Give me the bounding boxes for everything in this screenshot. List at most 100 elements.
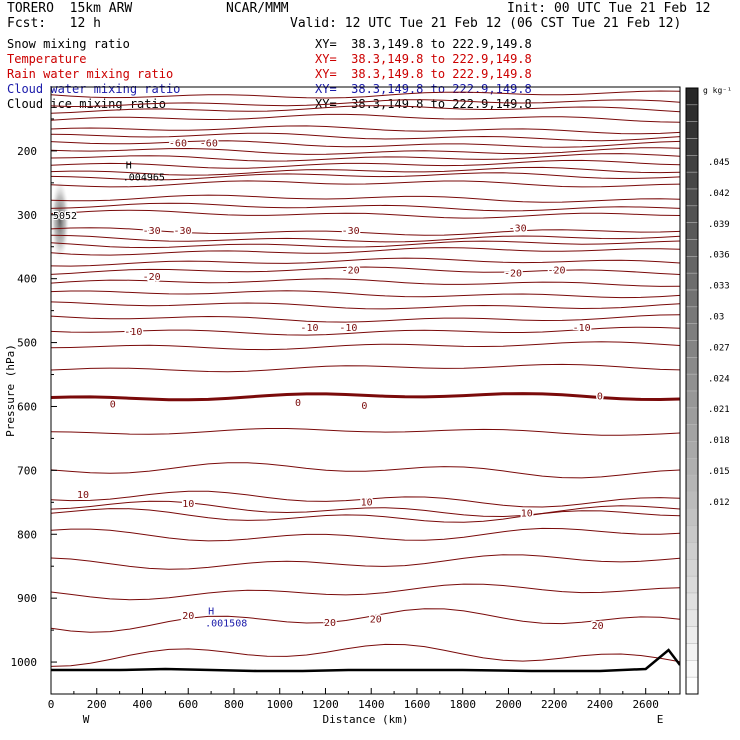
colorbar-cell bbox=[685, 155, 699, 173]
colorbar-cell bbox=[685, 609, 699, 627]
legend-label-snow: Snow mixing ratio bbox=[7, 37, 130, 51]
isotherm-label: 0 bbox=[597, 392, 603, 403]
model-title: TORERO 15km ARW bbox=[7, 1, 133, 16]
y-tick-label: 600 bbox=[17, 400, 37, 413]
x-tick-label: 1200 bbox=[312, 698, 339, 711]
colorbar-cell bbox=[685, 289, 699, 308]
legend-label-cloud-ice: Cloud ice mixing ratio bbox=[7, 97, 166, 111]
isotherm-line bbox=[51, 508, 680, 523]
isotherm-label: -10 bbox=[124, 327, 142, 338]
colorbar-cell bbox=[685, 171, 699, 190]
colorbar-cell bbox=[685, 407, 699, 425]
x-tick-label: 0 bbox=[48, 698, 55, 711]
colorbar-cell bbox=[685, 306, 699, 324]
isotherm-label: 20 bbox=[592, 621, 604, 632]
isotherm-line bbox=[51, 172, 680, 181]
isotherm-line bbox=[51, 643, 680, 667]
y-tick-label: 800 bbox=[17, 528, 37, 541]
isotherm-line bbox=[51, 341, 680, 351]
forecast-hour: Fcst: 12 h bbox=[7, 16, 101, 31]
isotherm-line bbox=[51, 500, 680, 518]
terrain-line bbox=[51, 648, 680, 673]
colorbar-unit: g kg⁻¹ bbox=[703, 86, 732, 95]
isotherm-line bbox=[51, 583, 680, 601]
x-tick-label: 2600 bbox=[632, 698, 659, 711]
plot-frame bbox=[50, 86, 681, 695]
x-end-right: E bbox=[657, 713, 664, 726]
colorbar-cell bbox=[685, 104, 699, 122]
snow-shading bbox=[51, 180, 69, 260]
colorbar-cell bbox=[685, 508, 699, 526]
x-axis-label: Distance (km) bbox=[322, 713, 408, 726]
colorbar-tick-label: .018 bbox=[708, 436, 730, 446]
colorbar-cell bbox=[685, 676, 699, 695]
colorbar-cell bbox=[685, 458, 699, 476]
colorbar-tick-label: .03 bbox=[708, 313, 724, 323]
isotherm-line bbox=[51, 527, 680, 542]
colorbar-cell bbox=[685, 239, 699, 257]
isotherm-line bbox=[51, 227, 680, 236]
isotherm-line bbox=[51, 462, 680, 479]
isotherm-line bbox=[51, 278, 680, 287]
legend-xy-temperature: XY= 38.3,149.8 to 222.9,149.8 bbox=[315, 52, 532, 66]
isotherm-label: -30 bbox=[342, 226, 360, 237]
isotherm-line bbox=[51, 428, 680, 436]
colorbar-tick-label: .024 bbox=[708, 374, 730, 384]
isotherm-label: -20 bbox=[143, 272, 161, 283]
y-tick-label: 300 bbox=[17, 209, 37, 222]
x-tick-label: 800 bbox=[224, 698, 244, 711]
colorbar-frame bbox=[685, 87, 699, 695]
isotherm-line bbox=[51, 554, 680, 570]
isotherm-line bbox=[51, 290, 680, 299]
isotherm-label: 0 bbox=[295, 398, 301, 409]
maximum-symbol: H bbox=[208, 606, 214, 617]
isotherm-line bbox=[51, 247, 680, 256]
isotherm-label: 0 bbox=[110, 399, 116, 410]
maximum-value: .001508 bbox=[205, 618, 247, 629]
legend-label-cloud-water: Cloud water mixing ratio bbox=[7, 82, 181, 96]
colorbar-cell bbox=[685, 474, 699, 493]
isotherm-line bbox=[51, 301, 680, 310]
colorbar-tick-label: .039 bbox=[708, 220, 730, 230]
isotherm-line bbox=[51, 180, 680, 188]
isotherm-label: -30 bbox=[173, 226, 191, 237]
isotherm-label: -20 bbox=[547, 266, 565, 277]
colorbar-cell bbox=[685, 643, 699, 661]
colorbar-cell bbox=[685, 357, 699, 375]
legend-label-temperature: Temperature bbox=[7, 52, 87, 66]
x-tick-label: 1000 bbox=[266, 698, 293, 711]
colorbar-cell bbox=[685, 441, 699, 459]
isotherm-label: 20 bbox=[324, 618, 336, 629]
isotherm-line bbox=[51, 326, 680, 336]
colorbar-tick-label: .036 bbox=[708, 251, 730, 261]
y-tick-label: 400 bbox=[17, 273, 37, 286]
isotherm-line bbox=[51, 113, 680, 123]
colorbar-cell bbox=[685, 205, 699, 223]
valid-time: Valid: 12 UTC Tue 21 Feb 12 (06 CST Tue … bbox=[290, 16, 682, 31]
isotherm-line bbox=[51, 125, 680, 135]
y-tick-label: 700 bbox=[17, 464, 37, 477]
x-tick-label: 1800 bbox=[449, 698, 476, 711]
snow-peak-label: 5052 bbox=[53, 211, 77, 222]
colorbar-cell bbox=[685, 542, 699, 560]
colorbar-cell bbox=[685, 373, 699, 392]
y-tick-label: 1000 bbox=[11, 656, 38, 669]
x-tick-label: 200 bbox=[87, 698, 107, 711]
isotherm-label: -10 bbox=[300, 323, 318, 334]
colorbar-tick-label: .012 bbox=[708, 498, 730, 508]
isotherm-label: -30 bbox=[143, 226, 161, 237]
legend-label-rain: Rain water mixing ratio bbox=[7, 67, 174, 81]
isotherm-label: 10 bbox=[182, 499, 194, 510]
isotherm-line bbox=[51, 202, 680, 212]
colorbar-tick-label: .027 bbox=[708, 343, 730, 353]
isotherm-line bbox=[51, 392, 680, 402]
isotherm-line bbox=[51, 153, 680, 162]
isotherm-label: -10 bbox=[573, 323, 591, 334]
x-tick-label: 2400 bbox=[587, 698, 614, 711]
colorbar-cell bbox=[685, 222, 699, 240]
x-tick-label: 1400 bbox=[358, 698, 385, 711]
isotherm-line bbox=[51, 147, 680, 155]
colorbar-cell bbox=[685, 272, 699, 291]
isotherm-line bbox=[51, 166, 680, 176]
colorbar-cell bbox=[685, 390, 699, 409]
